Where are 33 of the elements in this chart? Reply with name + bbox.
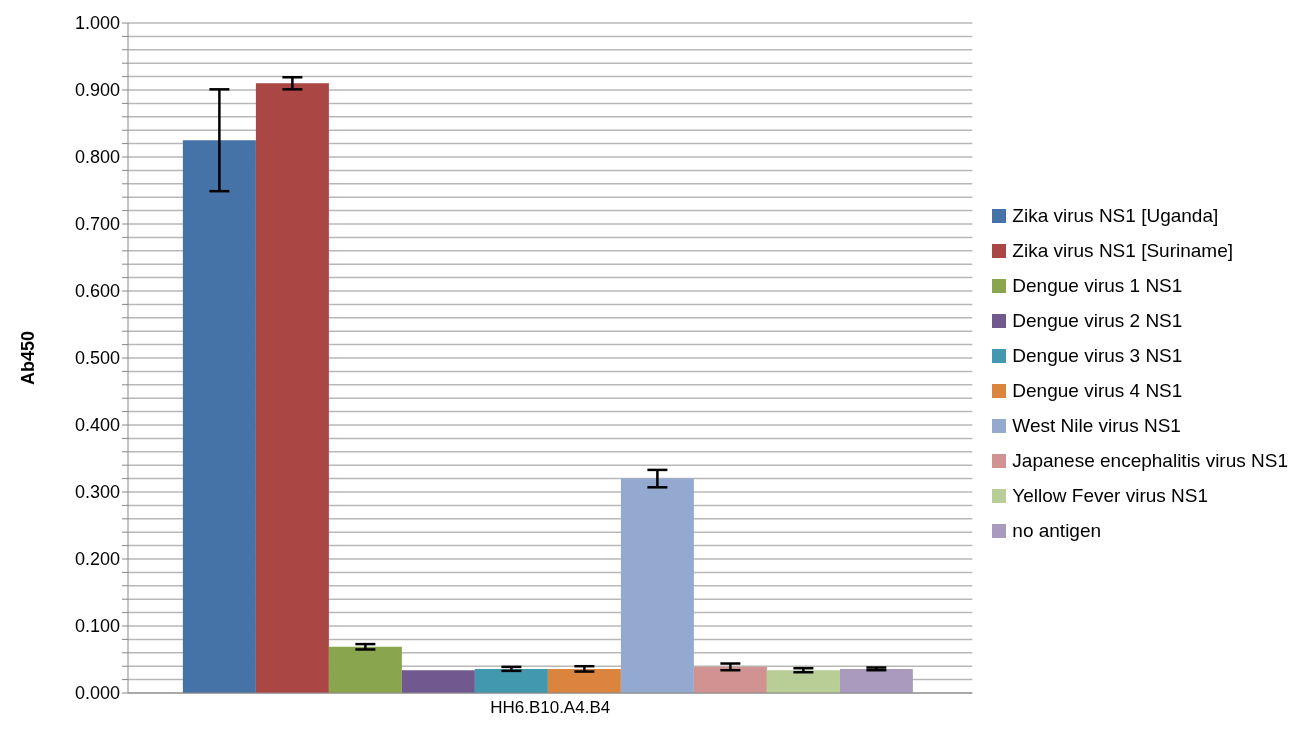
y-tick-label: 1.000	[74, 13, 120, 34]
legend-label: Dengue virus 3 NS1	[1012, 345, 1183, 366]
x-tick-label: HH6.B10.A4.B4	[490, 698, 611, 718]
legend-label: West Nile virus NS1	[1012, 414, 1181, 436]
y-tick-label: 0.800	[74, 147, 120, 168]
bar	[620, 478, 694, 693]
bar	[693, 666, 767, 693]
bar	[766, 670, 840, 693]
y-tick-label: 0.200	[74, 549, 120, 570]
bar	[182, 140, 256, 693]
y-tick-label: 0.900	[74, 80, 120, 101]
bar	[328, 646, 402, 693]
y-tick-label: 0.600	[74, 281, 120, 302]
bar	[547, 668, 621, 693]
y-tick-label: 0.100	[74, 616, 120, 637]
bar	[401, 670, 475, 693]
y-tick-label: 0.400	[74, 415, 120, 436]
y-tick-label: 0.300	[74, 482, 120, 503]
legend-label: Zika virus NS1 [Suriname]	[1012, 240, 1234, 262]
legend-label: Zika virus NS1 [Uganda]	[1012, 205, 1219, 227]
legend-label: no antigen	[1012, 519, 1102, 541]
legend-label: Japanese encephalitis virus NS1	[1012, 449, 1288, 471]
bar	[474, 668, 548, 693]
y-axis-title: Ab450	[18, 330, 39, 386]
y-tick-label: 0.000	[74, 683, 120, 704]
bar	[839, 668, 913, 693]
y-tick-label: 0.700	[74, 214, 120, 235]
y-tick-label: 0.500	[74, 348, 120, 369]
bar	[255, 83, 329, 693]
legend-label: Dengue virus 2 NS1	[1012, 310, 1183, 332]
legend-label: Dengue virus 1 NS1	[1012, 275, 1183, 297]
legend-label: Dengue virus 4 NS1	[1012, 379, 1183, 401]
legend-label: Yellow Fever virus NS1	[1012, 484, 1209, 506]
